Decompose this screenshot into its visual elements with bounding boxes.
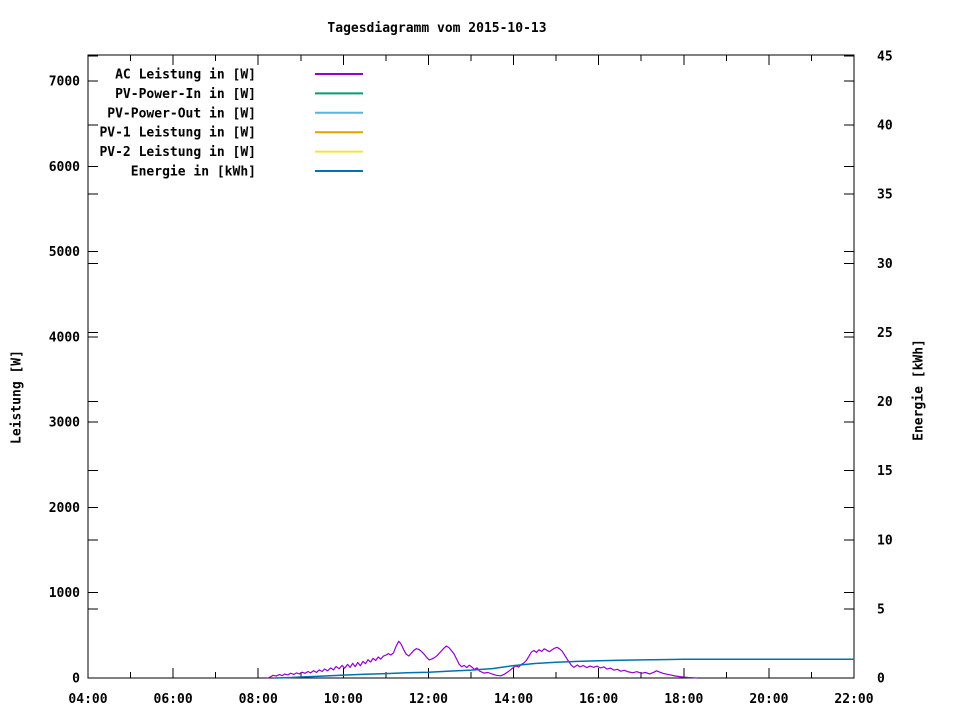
y-left-tick-label: 7000 <box>49 75 80 90</box>
x-tick-label: 14:00 <box>494 692 533 707</box>
y-right-tick-label: 45 <box>877 50 893 65</box>
y-left-tick-label: 6000 <box>49 160 80 175</box>
legend: AC Leistung in [W] PV-Power-In in [W] PV-P… <box>99 68 363 180</box>
legend-label: PV-1 Leistung in [W] <box>99 126 256 141</box>
y-right-tick-label: 20 <box>877 395 893 410</box>
x-tick-label: 16:00 <box>579 692 618 707</box>
x-tick-label: 20:00 <box>749 692 788 707</box>
y-right-tick-label: 35 <box>877 188 893 203</box>
y-right-tick-label: 40 <box>877 119 893 134</box>
legend-item-pv-2-leistung-in-w: PV-2 Leistung in [W] <box>99 145 363 160</box>
legend-label: PV-Power-Out in [W] <box>107 106 256 121</box>
chart-title: Tagesdiagramm vom 2015-10-13 <box>327 21 547 36</box>
y-axis-left-title: Leistung [W] <box>9 350 25 444</box>
x-tick-label: 06:00 <box>154 692 193 707</box>
x-tick-label: 10:00 <box>324 692 363 707</box>
y-right-tick-label: 30 <box>877 257 893 272</box>
y-left-tick-label: 3000 <box>49 416 80 431</box>
legend-item-ac-leistung-in-w: AC Leistung in [W] <box>115 68 363 83</box>
y-right-tick-label: 25 <box>877 326 893 341</box>
legend-item-energie-in-kwh: Energie in [kWh] <box>131 165 363 180</box>
series-line-ac-leistung-in-w <box>267 640 698 679</box>
series-line-energie-in-kwh <box>274 658 855 679</box>
y-left-tick-label: 5000 <box>49 245 80 260</box>
y-right-tick-labels: 0 5 10 15 20 25 30 35 40 45 <box>877 50 893 687</box>
x-tick-label: 22:00 <box>834 692 873 707</box>
y-right-tick-label: 10 <box>877 533 893 548</box>
x-axis-tick-labels: 04:00 06:00 08:00 10:00 12:00 14:00 16:00 18:00… <box>68 692 873 707</box>
x-tick-label: 18:00 <box>664 692 703 707</box>
x-tick-label: 12:00 <box>409 692 448 707</box>
x-tick-label: 08:00 <box>239 692 278 707</box>
legend-label: PV-2 Leistung in [W] <box>99 145 256 160</box>
y-left-tick-label: 2000 <box>49 501 80 516</box>
y-left-tick-label: 1000 <box>49 586 80 601</box>
legend-label: PV-Power-In in [W] <box>115 87 256 102</box>
legend-item-pv-1-leistung-in-w: PV-1 Leistung in [W] <box>99 126 363 141</box>
legend-item-pv-power-out-in-w: PV-Power-Out in [W] <box>107 106 363 121</box>
y-right-tick-label: 5 <box>877 602 885 617</box>
x-axis-ticks <box>87 55 855 678</box>
y-right-tick-label: 15 <box>877 464 893 479</box>
x-tick-label: 04:00 <box>68 692 107 707</box>
y-axis-right-title: Energie [kWh] <box>911 339 927 441</box>
y-left-tick-label: 0 <box>72 672 80 687</box>
y-left-tick-label: 4000 <box>49 330 80 345</box>
legend-item-pv-power-in-in-w: PV-Power-In in [W] <box>115 87 363 102</box>
legend-label: Energie in [kWh] <box>131 165 256 180</box>
y-left-tick-labels: 0 1000 2000 3000 4000 5000 6000 7000 <box>49 75 80 687</box>
legend-label: AC Leistung in [W] <box>115 68 256 83</box>
y-right-tick-label: 0 <box>877 672 885 687</box>
y-right-ticks <box>88 55 854 679</box>
